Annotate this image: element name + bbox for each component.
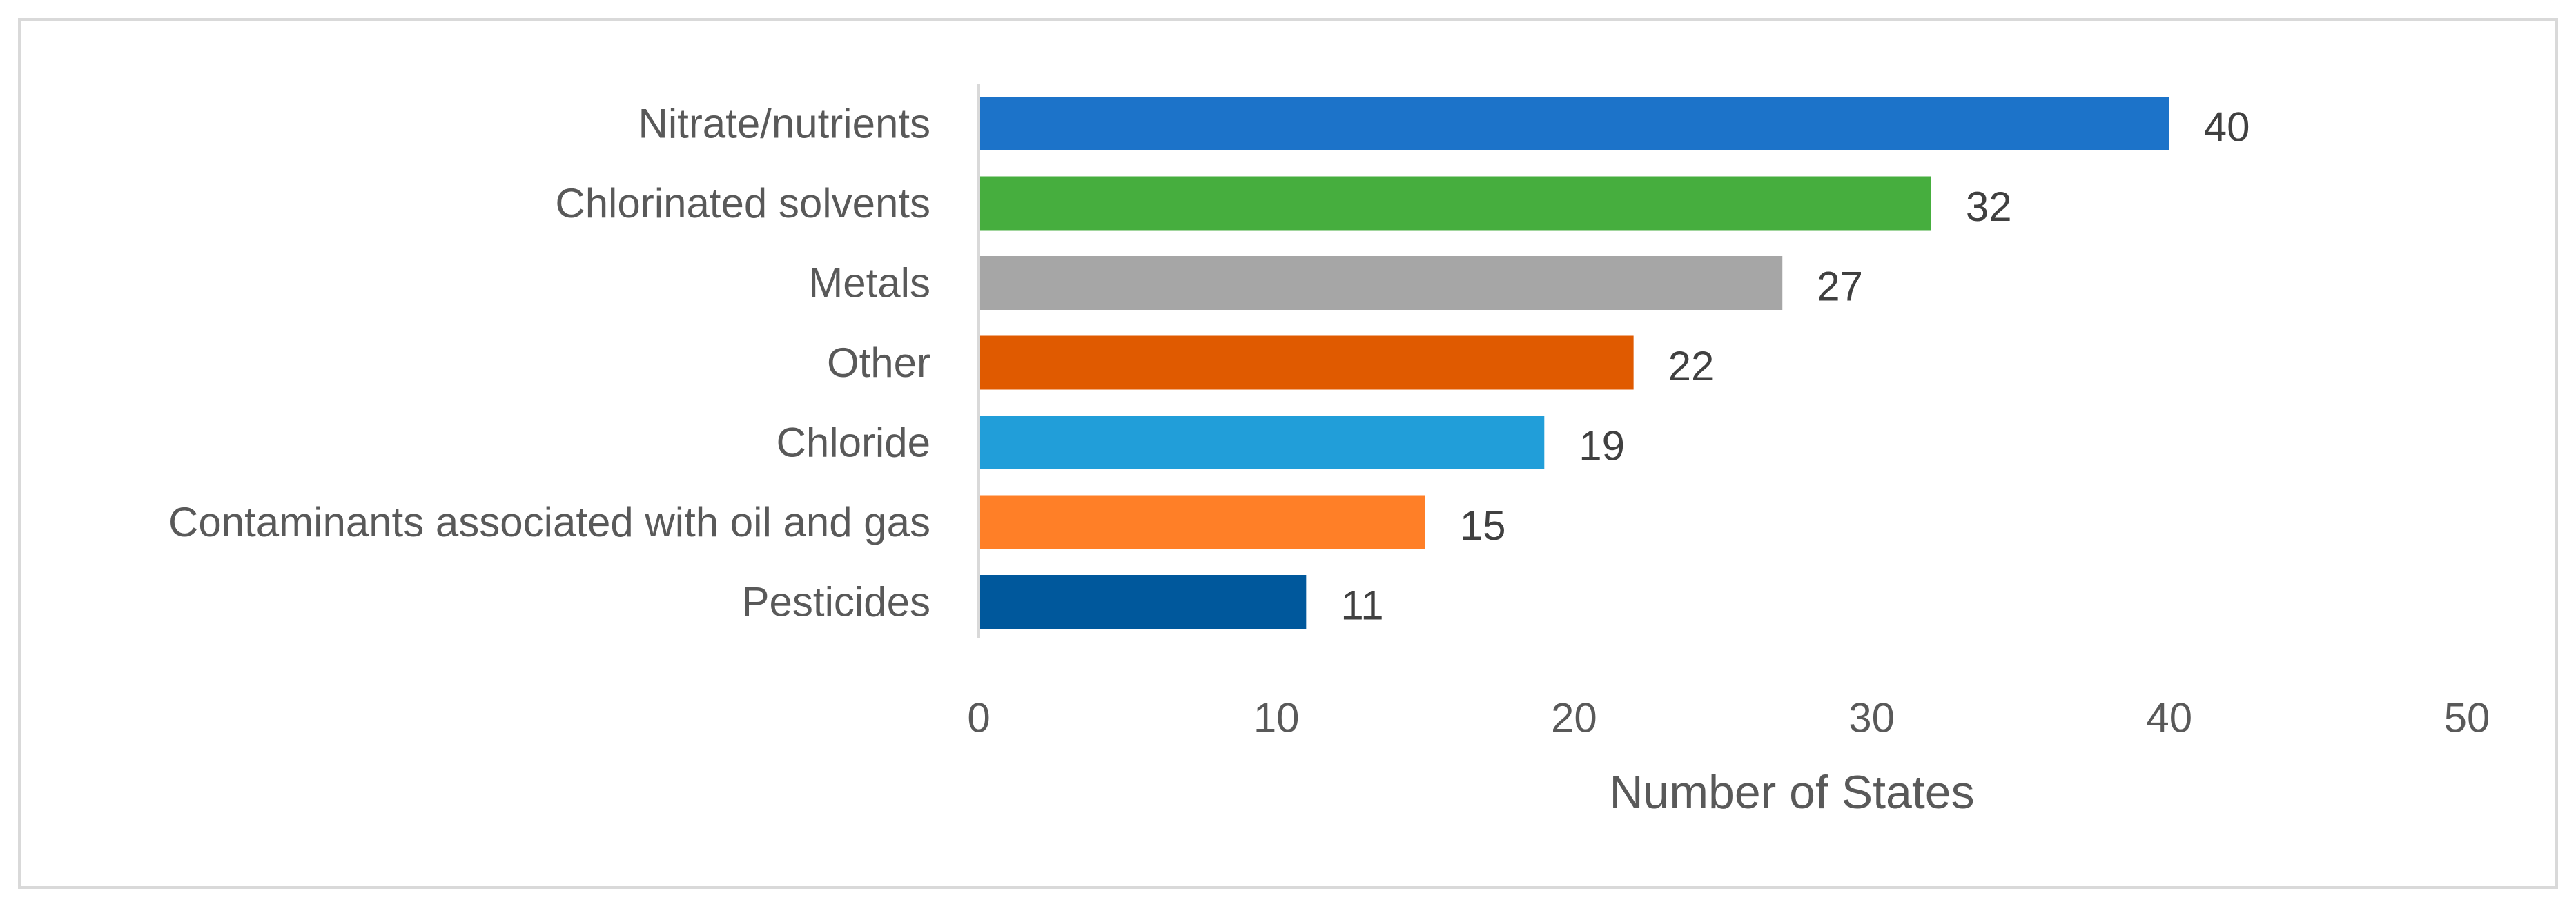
chart-frame: Nitrate/nutrients Chlorinated solvents Met…: [18, 18, 2558, 889]
bar-6: [979, 575, 1307, 629]
data-label: 11: [1340, 583, 1383, 629]
category-label: Other: [827, 340, 930, 386]
category-label: Chlorinated solvents: [555, 180, 930, 226]
x-tick-label: 50: [2444, 695, 2490, 741]
x-tick-label: 30: [1848, 695, 1895, 741]
category-label: Metals: [808, 260, 930, 306]
x-tick-label: 0: [967, 695, 990, 741]
category-label: Contaminants associated with oil and gas: [168, 499, 930, 545]
bar-4: [979, 416, 1545, 469]
data-label: 22: [1668, 343, 1715, 389]
category-label: Chloride: [777, 420, 930, 466]
category-label: Pesticides: [742, 579, 930, 625]
bar-1: [979, 176, 1931, 231]
category-labels: Nitrate/nutrients Chlorinated solvents Met…: [168, 101, 930, 625]
bar-0: [979, 97, 2169, 150]
bar-3: [979, 335, 1634, 390]
bar-2: [979, 256, 1783, 310]
category-label: Nitrate/nutrients: [638, 101, 930, 147]
data-label: 19: [1579, 423, 1625, 469]
x-tick-label: 40: [2146, 695, 2192, 741]
bars-group: [979, 97, 2169, 629]
data-label: 15: [1460, 502, 1506, 549]
x-tick-label: 10: [1253, 695, 1300, 741]
data-label: 27: [1817, 264, 1863, 310]
x-axis-title: Number of States: [1609, 766, 1974, 819]
x-tick-label: 20: [1551, 695, 1597, 741]
bar-chart: Nitrate/nutrients Chlorinated solvents Met…: [168, 84, 2490, 819]
data-label: 32: [1966, 184, 2012, 230]
bar-5: [979, 495, 1425, 549]
data-labels: 40 32 27 22 19 15 11: [1340, 104, 2250, 629]
data-label: 40: [2204, 104, 2250, 150]
x-axis-ticks: 0 10 20 30 40 50: [967, 695, 2490, 741]
